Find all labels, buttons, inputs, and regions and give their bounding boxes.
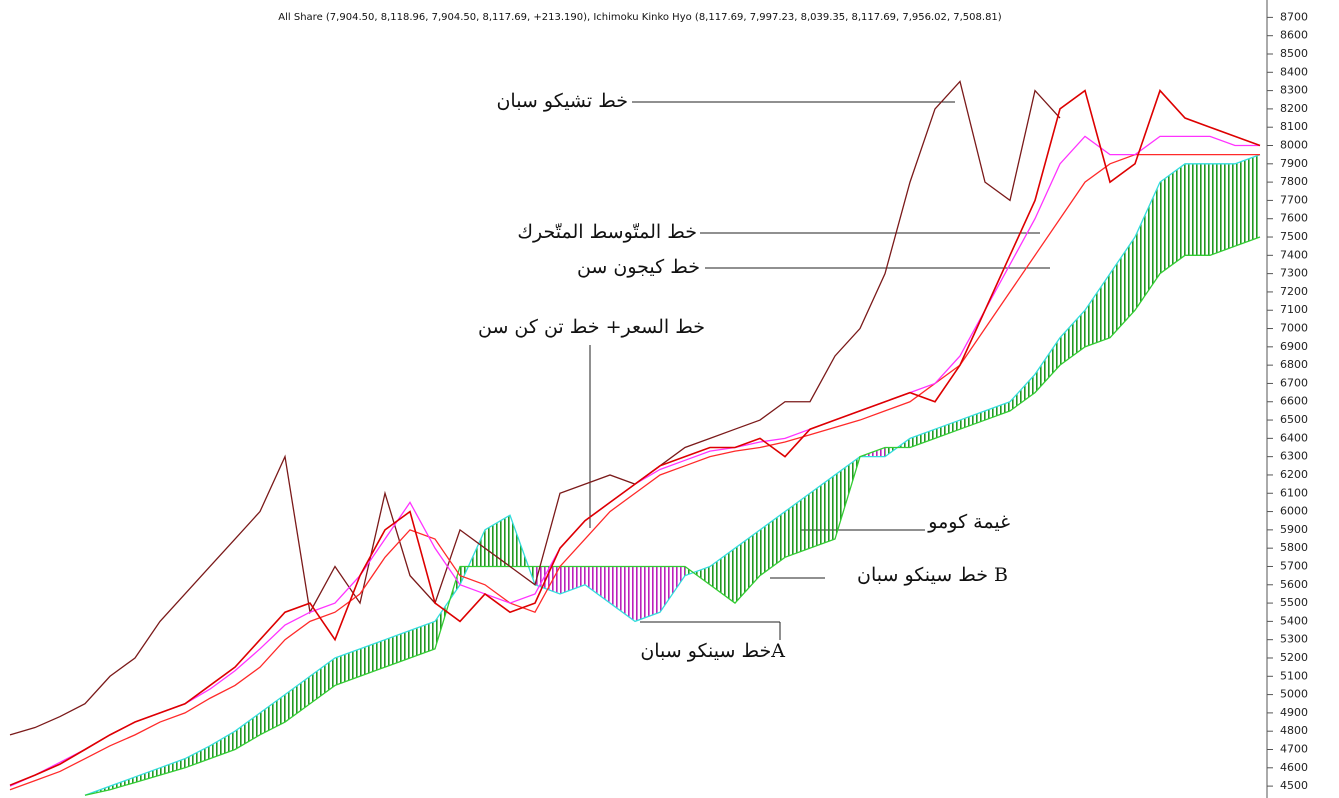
y-tick-label: 6100 — [1280, 486, 1308, 499]
annotations: خط تشيكو سبان خط المتّوسط المتّحرك خط كي… — [478, 90, 1010, 662]
kumo-cloud — [1085, 273, 1110, 347]
y-tick-label: 6400 — [1280, 431, 1308, 444]
y-tick-label: 8400 — [1280, 65, 1308, 78]
y-tick-label: 5800 — [1280, 541, 1308, 554]
annotation: خط المتّوسط المتّحرك — [517, 221, 697, 243]
y-tick-label: 7100 — [1280, 303, 1308, 316]
y-tick-label: 8000 — [1280, 139, 1308, 152]
y-tick-label: 7500 — [1280, 230, 1308, 243]
y-tick-label: 4700 — [1280, 742, 1308, 755]
kumo-cloud — [410, 621, 435, 658]
y-tick-label: 5600 — [1280, 578, 1308, 591]
y-tick-label: 6700 — [1280, 376, 1308, 389]
series-line — [84, 236, 1261, 796]
kumo-cloud — [310, 657, 335, 704]
kumo-cloud — [1210, 163, 1235, 256]
y-tick-label: 7900 — [1280, 157, 1308, 170]
leader-lines — [589, 101, 1050, 640]
kumo-cloud — [110, 776, 135, 790]
kumo-cloud — [285, 676, 310, 723]
y-tick-label: 8100 — [1280, 120, 1308, 133]
series-line — [9, 154, 1260, 791]
kumo-cloud — [210, 731, 235, 759]
annotation: خط تشيكو سبان — [496, 90, 628, 112]
y-tick-label: 4500 — [1280, 779, 1308, 792]
kumo-cloud — [935, 420, 960, 439]
kumo-cloud — [360, 639, 385, 677]
y-tick-label: 7800 — [1280, 175, 1308, 188]
kumo-cloud — [985, 401, 1010, 421]
y-tick-label: 7200 — [1280, 285, 1308, 298]
y-tick-label: 6300 — [1280, 450, 1308, 463]
y-tick-label: 5700 — [1280, 559, 1308, 572]
kumo-cloud — [135, 767, 160, 783]
annotation: غيمة كومو — [927, 511, 1010, 533]
y-tick-label: 5000 — [1280, 688, 1308, 701]
y-tick-label: 4600 — [1280, 761, 1308, 774]
y-tick-label: 7000 — [1280, 322, 1308, 335]
kumo-cloud — [660, 566, 685, 613]
kumo-cloud — [235, 712, 260, 750]
kumo-cloud — [1160, 163, 1185, 274]
kumo-cloud — [760, 511, 785, 576]
y-tick-label: 8300 — [1280, 84, 1308, 97]
annotation: خط السعر+ خط تن كن سن — [478, 316, 705, 338]
kumo-cloud — [785, 493, 810, 558]
kumo-cloud — [710, 548, 735, 604]
y-tick-label: 5900 — [1280, 523, 1308, 536]
kumo-cloud — [485, 515, 510, 567]
y-tick-label: 8600 — [1280, 29, 1308, 42]
annotation: خط كيجون سن — [577, 256, 700, 278]
kumo-cloud — [335, 648, 360, 686]
y-tick-label: 7400 — [1280, 248, 1308, 261]
series-line — [9, 89, 1261, 786]
chart-title: All Share (7,904.50, 8,118.96, 7,904.50,… — [278, 12, 1001, 23]
y-tick-label: 7700 — [1280, 193, 1308, 206]
y-tick-label: 5300 — [1280, 633, 1308, 646]
y-tick-label: 6500 — [1280, 413, 1308, 426]
y-tick-label: 8200 — [1280, 102, 1308, 115]
y-tick-label: 8700 — [1280, 10, 1308, 23]
y-tick-label: 5500 — [1280, 596, 1308, 609]
kumo-cloud — [635, 566, 660, 622]
kumo-cloud — [185, 745, 210, 768]
kumo-cloud — [1235, 154, 1260, 247]
y-tick-label: 4800 — [1280, 724, 1308, 737]
kumo-cloud — [735, 529, 760, 604]
kumo-cloud — [1010, 374, 1035, 411]
y-tick-label: 8500 — [1280, 47, 1308, 60]
y-tick-label: 5400 — [1280, 614, 1308, 627]
series-line — [84, 154, 1261, 796]
kumo-cloud — [810, 474, 835, 549]
y-tick-label: 5200 — [1280, 651, 1308, 664]
kumo-cloud — [1185, 163, 1210, 256]
kumo-cloud — [585, 566, 610, 604]
y-tick-label: 6200 — [1280, 468, 1308, 481]
kumo-cloud — [1135, 182, 1160, 311]
y-tick-label: 6800 — [1280, 358, 1308, 371]
y-tick-label: 5100 — [1280, 669, 1308, 682]
y-tick-label: 7300 — [1280, 267, 1308, 280]
y-tick-label: 6600 — [1280, 395, 1308, 408]
kumo-cloud — [960, 410, 985, 430]
kumo-cloud — [385, 630, 410, 668]
annotation: خط سينكو سبانA — [640, 640, 785, 662]
annotation: خط سينكو سبان B — [857, 564, 1008, 586]
y-tick-label: 7600 — [1280, 212, 1308, 225]
kumo-cloud — [160, 758, 185, 776]
series-line — [9, 80, 1061, 736]
kumo-cloud — [1110, 237, 1135, 338]
y-tick-label: 6000 — [1280, 505, 1308, 518]
kumo-cloud — [910, 429, 935, 448]
y-tick-label: 6900 — [1280, 340, 1308, 353]
kumo-cloud — [685, 566, 710, 585]
kumo-cloud — [610, 566, 635, 622]
kumo-cloud — [1035, 337, 1060, 393]
y-tick-label: 4900 — [1280, 706, 1308, 719]
kumo-cloud — [1060, 310, 1085, 366]
